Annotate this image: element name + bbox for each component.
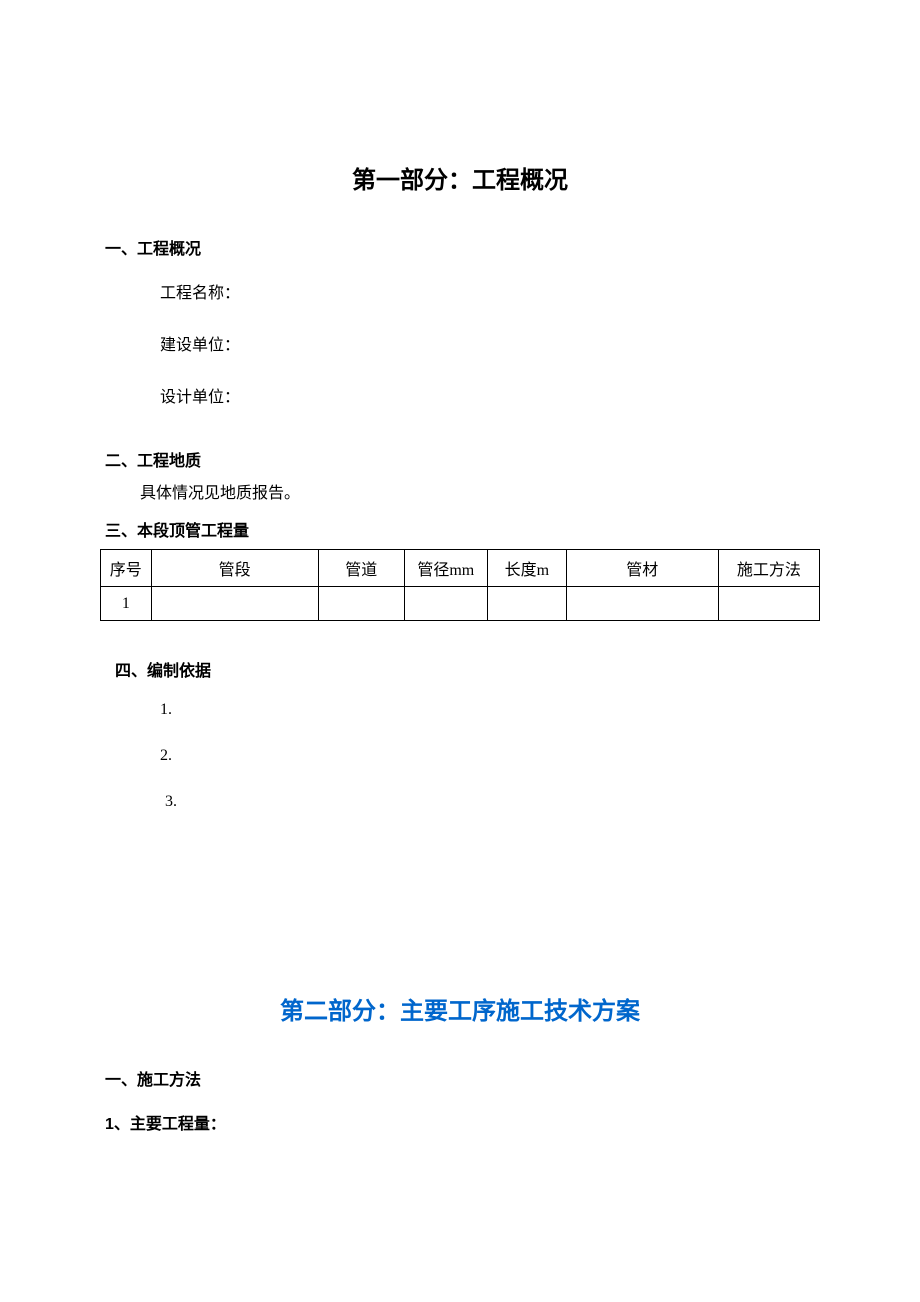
part2-sub1: 1、主要工程量： bbox=[105, 1110, 820, 1134]
part2-section1-heading: 一、施工方法 bbox=[105, 1066, 820, 1090]
build-unit-label: 建设单位： bbox=[160, 331, 820, 355]
section1-heading: 一、工程概况 bbox=[105, 235, 820, 259]
td-length bbox=[487, 587, 566, 621]
th-pipe: 管道 bbox=[318, 550, 404, 587]
td-segment bbox=[151, 587, 318, 621]
table-header-row: 序号 管段 管道 管径mm 长度m 管材 施工方法 bbox=[101, 550, 820, 587]
section4-heading: 四、编制依据 bbox=[115, 657, 820, 681]
td-diameter bbox=[404, 587, 487, 621]
th-segment: 管段 bbox=[151, 550, 318, 587]
td-method bbox=[718, 587, 819, 621]
section3-heading: 三、本段顶管工程量 bbox=[105, 517, 820, 541]
part1-title: 第一部分：工程概况 bbox=[100, 160, 820, 195]
section2-body: 具体情况见地质报告。 bbox=[140, 479, 820, 503]
part2-title: 第二部分：主要工序施工技术方案 bbox=[100, 991, 820, 1026]
section2-heading: 二、工程地质 bbox=[105, 447, 820, 471]
td-seq: 1 bbox=[101, 587, 152, 621]
td-pipe bbox=[318, 587, 404, 621]
th-diameter: 管径mm bbox=[404, 550, 487, 587]
basis-item-2: 2. bbox=[160, 747, 820, 765]
section4: 四、编制依据 1. 2. 3. bbox=[100, 657, 820, 811]
th-method: 施工方法 bbox=[718, 550, 819, 587]
td-material bbox=[566, 587, 718, 621]
quantity-table: 序号 管段 管道 管径mm 长度m 管材 施工方法 1 bbox=[100, 549, 820, 621]
basis-item-3: 3. bbox=[165, 793, 820, 811]
document-page: 第一部分：工程概况 一、工程概况 工程名称： 建设单位： 设计单位： 二、工程地… bbox=[0, 0, 920, 1182]
table-row: 1 bbox=[101, 587, 820, 621]
th-length: 长度m bbox=[487, 550, 566, 587]
design-unit-label: 设计单位： bbox=[160, 383, 820, 407]
th-seq: 序号 bbox=[101, 550, 152, 587]
basis-item-1: 1. bbox=[160, 701, 820, 719]
th-material: 管材 bbox=[566, 550, 718, 587]
project-name-label: 工程名称： bbox=[160, 279, 820, 303]
